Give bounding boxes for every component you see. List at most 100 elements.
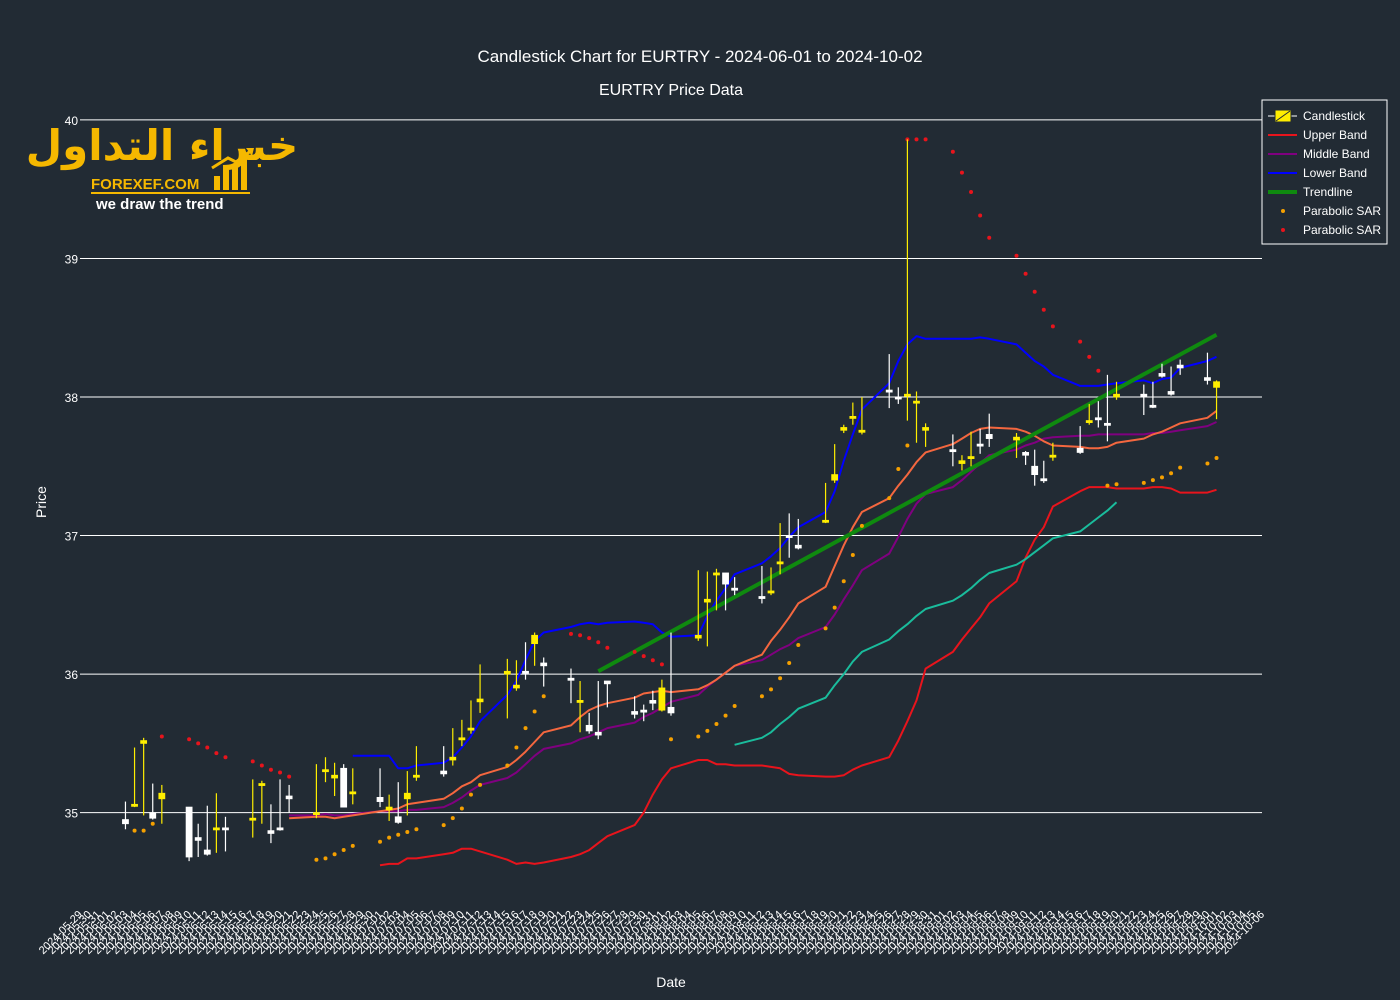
- candle: [885, 354, 893, 409]
- sar-dot: [978, 213, 983, 218]
- legend-item[interactable]: Parabolic SAR: [1281, 204, 1381, 218]
- sar-dot: [187, 737, 192, 742]
- trendline-line: [597, 332, 1218, 674]
- sar-dot: [905, 443, 910, 448]
- candle: [185, 806, 193, 862]
- candle: [967, 431, 975, 467]
- legend-item[interactable]: Trendline: [1268, 185, 1353, 199]
- candle-body: [594, 731, 602, 736]
- candle-body: [858, 429, 866, 433]
- candle-body: [585, 724, 593, 732]
- candle: [267, 804, 275, 844]
- candle-body: [403, 792, 411, 800]
- candle: [667, 632, 675, 716]
- sar-dot: [578, 633, 583, 638]
- candle-body: [349, 791, 357, 795]
- candle: [958, 455, 966, 471]
- sar-dot: [596, 640, 601, 645]
- forexef-logo: خبراء التداول FOREXEF.COM we draw the tr…: [26, 121, 299, 213]
- candle-body: [1113, 393, 1120, 398]
- legend-item[interactable]: Candlestick: [1268, 109, 1366, 123]
- legend-label: Lower Band: [1303, 166, 1367, 180]
- candle: [203, 805, 211, 856]
- sar-dot: [887, 496, 892, 501]
- candle-body: [322, 769, 329, 773]
- sar-dot: [605, 645, 610, 650]
- candle: [312, 764, 320, 819]
- sar-dot: [1114, 482, 1119, 487]
- sar-dot: [223, 755, 228, 760]
- sar-dot: [959, 170, 964, 175]
- candle-body: [694, 634, 702, 639]
- candle: [576, 681, 584, 733]
- sar-dot: [268, 767, 273, 772]
- sar-dot: [669, 737, 673, 742]
- sar-dot: [468, 792, 473, 797]
- candle-body: [567, 677, 575, 681]
- candle: [212, 793, 220, 853]
- candle: [649, 690, 657, 711]
- sar-dot: [923, 137, 928, 142]
- sar-dot: [1159, 475, 1164, 480]
- sar-dot: [1087, 354, 1092, 359]
- logo-tagline: we draw the trend: [95, 196, 224, 213]
- candle: [658, 679, 666, 712]
- sar-dot: [314, 857, 319, 862]
- candle: [122, 801, 129, 830]
- candle: [758, 566, 766, 604]
- candle-body: [1031, 465, 1039, 475]
- x-axis-ticks: 2024-05-292024-05-302024-05-312024-06-01…: [37, 909, 1267, 957]
- sar-dot: [969, 189, 974, 194]
- lower-band-line: [352, 335, 1217, 770]
- sar-dot: [414, 827, 419, 832]
- legend-item[interactable]: Parabolic SAR: [1281, 223, 1381, 237]
- candle: [258, 780, 266, 824]
- candle: [585, 712, 593, 734]
- sar-dot: [396, 832, 401, 837]
- candle-body: [449, 756, 457, 761]
- sar-dot: [641, 654, 646, 659]
- candle-body: [385, 806, 393, 811]
- sar-dot: [350, 843, 355, 848]
- candle: [1022, 451, 1029, 465]
- candles: [122, 139, 1220, 862]
- candle: [1149, 381, 1157, 409]
- candle-body: [467, 727, 475, 731]
- candle: [1049, 442, 1057, 461]
- candle-body: [340, 767, 348, 808]
- candle-body: [722, 572, 729, 585]
- candle-body: [640, 709, 648, 713]
- y-tick-label: 37: [65, 530, 79, 544]
- candle: [1204, 352, 1211, 385]
- sar-dot: [341, 848, 346, 853]
- sar-dot: [950, 149, 955, 154]
- sar-dot: [450, 816, 455, 821]
- sar-dot: [514, 745, 519, 750]
- candle: [594, 681, 602, 740]
- legend-item[interactable]: Upper Band: [1268, 128, 1367, 142]
- sar-dot: [150, 821, 155, 826]
- candle-body: [1076, 447, 1084, 453]
- candle: [1167, 366, 1175, 396]
- candle-body: [785, 535, 793, 538]
- candle-body: [285, 795, 293, 800]
- legend-item[interactable]: Lower Band: [1268, 166, 1367, 180]
- candle-body: [503, 670, 511, 675]
- candle: [776, 523, 784, 575]
- candle: [949, 434, 957, 467]
- chart-subtitle: EURTRY Price Data: [599, 82, 743, 99]
- candle-body: [822, 519, 829, 523]
- legend-item[interactable]: Middle Band: [1268, 147, 1370, 161]
- candle: [1094, 401, 1102, 428]
- y-tick-label: 39: [65, 252, 79, 266]
- candle: [531, 632, 539, 666]
- candle-body: [758, 596, 766, 599]
- sar-dot: [787, 661, 792, 666]
- candle: [831, 444, 839, 483]
- candle: [976, 428, 984, 454]
- candle-body: [376, 797, 384, 802]
- candle-body: [1085, 420, 1093, 423]
- sar-dot: [1205, 461, 1210, 466]
- y-tick-label: 36: [65, 668, 79, 682]
